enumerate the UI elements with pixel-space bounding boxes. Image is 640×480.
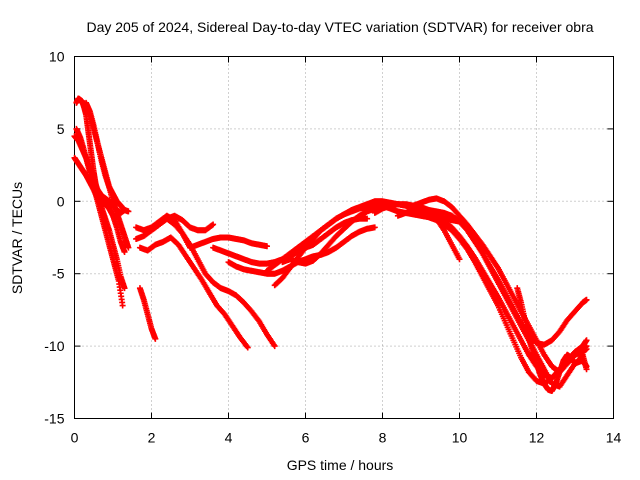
x-axis-label: GPS time / hours <box>287 457 394 473</box>
y-tick-label: -10 <box>44 338 64 354</box>
data-point <box>121 248 128 255</box>
data-point <box>121 285 128 292</box>
y-tick-label: -15 <box>44 411 64 427</box>
y-axis-label: SDTVAR / TECUs <box>9 182 25 294</box>
tick-marks <box>74 56 614 419</box>
data-point <box>119 302 126 309</box>
data-point <box>583 345 590 352</box>
data-point <box>264 243 270 250</box>
data-point <box>125 244 132 251</box>
plot-frame <box>74 56 614 419</box>
data-point <box>210 221 217 228</box>
series-track-6 <box>86 111 132 215</box>
x-tick-label: 0 <box>71 430 79 446</box>
x-tick-label: 4 <box>225 430 233 446</box>
x-tick-label: 8 <box>379 430 387 446</box>
series-track-9 <box>136 234 251 351</box>
series-track-17 <box>371 201 590 390</box>
series-track-4 <box>73 95 128 255</box>
x-tick-label: 2 <box>148 430 156 446</box>
x-tick-label: 10 <box>452 430 468 446</box>
y-tick-labels: -15 -10 -5 0 5 10 <box>44 49 64 427</box>
y-tick-label: 10 <box>49 49 65 65</box>
series-track-11 <box>140 212 270 251</box>
data-point <box>456 256 463 263</box>
series-track-7 <box>136 285 159 342</box>
series-track-20 <box>514 285 590 394</box>
chart-title: Day 205 of 2024, Sidereal Day-to-day VTE… <box>86 19 593 35</box>
data-point <box>371 224 378 231</box>
data-point <box>125 208 132 215</box>
series-track-19 <box>394 204 463 263</box>
x-tick-label: 6 <box>302 430 310 446</box>
data-point <box>364 215 371 222</box>
data-point <box>583 366 590 373</box>
y-tick-label: -5 <box>52 266 65 282</box>
data-point <box>271 343 278 350</box>
data-marks <box>71 95 590 394</box>
data-point <box>244 344 251 351</box>
data-point <box>152 335 159 342</box>
x-tick-label: 12 <box>529 430 545 446</box>
data-point <box>583 296 590 303</box>
y-tick-label: 5 <box>57 121 65 137</box>
data-point <box>583 337 590 344</box>
x-tick-label: 14 <box>606 430 622 446</box>
x-tick-labels: 0 2 4 6 8 10 12 14 <box>71 430 622 446</box>
y-tick-label: 0 <box>57 193 65 209</box>
series-track-18 <box>410 195 590 376</box>
